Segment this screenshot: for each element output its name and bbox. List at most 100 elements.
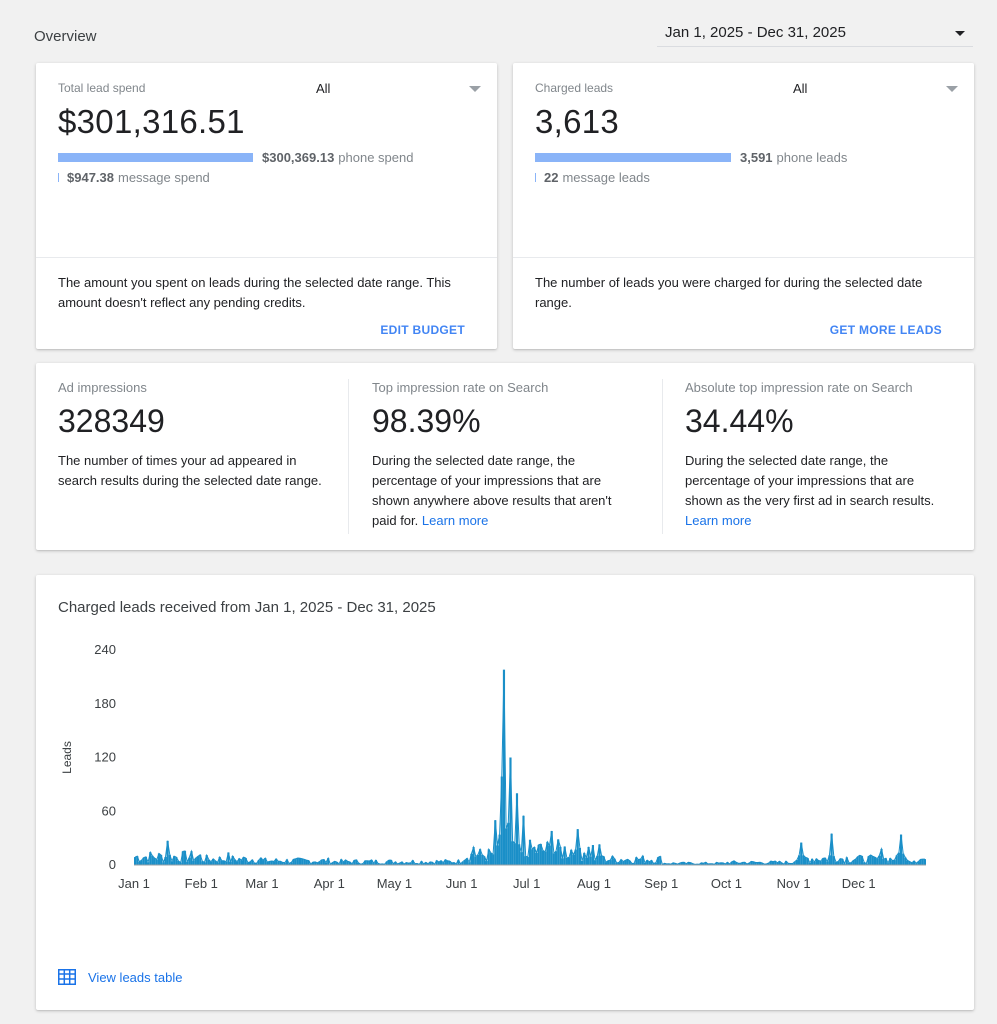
daily-lead-bar [910,862,913,865]
daily-lead-bar [704,862,707,865]
date-range-value: Jan 1, 2025 - Dec 31, 2025 [665,24,846,41]
daily-lead-bar [730,861,733,865]
daily-lead-bar [173,856,176,865]
daily-lead-bar [413,863,417,865]
daily-lead-bar [617,862,621,865]
daily-lead-bar [509,757,512,865]
daily-lead-bar [630,863,634,865]
daily-lead-bar [797,855,801,865]
daily-lead-bar [431,862,434,865]
daily-lead-bar [138,861,141,865]
edit-budget-button[interactable]: EDIT BUDGET [380,323,465,337]
daily-lead-bar [528,839,532,865]
daily-lead-bar [285,859,289,865]
daily-lead-bar [470,853,473,865]
daily-lead-bar [524,856,527,865]
get-more-leads-button[interactable]: GET MORE LEADS [829,323,942,337]
x-tick-label: May 1 [377,876,412,891]
x-tick-label: Jul 1 [513,876,540,891]
daily-lead-bar [246,862,249,865]
top-impression-label: Top impression rate on Search [372,380,549,395]
daily-lead-bar [398,862,401,865]
daily-lead-bar [531,849,534,865]
daily-lead-bar [511,841,514,865]
daily-lead-bar [370,859,373,865]
daily-lead-bar [472,847,475,865]
daily-lead-bar [294,858,297,865]
daily-lead-bar [301,858,304,865]
phone-spend-label: phone spend [338,149,414,165]
daily-lead-bar [429,861,432,865]
daily-lead-bar [743,862,746,865]
daily-lead-bar [722,862,725,865]
daily-lead-bar [876,858,879,865]
message-spend-bar [58,172,59,182]
daily-lead-bar [450,862,453,865]
daily-lead-bar [884,858,887,865]
daily-lead-bar [220,860,223,865]
daily-lead-bar [635,857,638,865]
daily-lead-bar [748,862,751,865]
daily-lead-bar [912,860,916,865]
daily-lead-bar [392,863,395,865]
daily-lead-bar [858,855,861,865]
daily-lead-bar [541,850,545,865]
y-tick-label: 240 [94,642,116,657]
daily-lead-bar [136,856,139,865]
metric-divider [662,379,663,534]
daily-lead-bar [390,860,393,865]
daily-lead-bar [194,857,197,865]
daily-lead-bar [769,860,772,865]
daily-lead-bar [476,854,480,865]
x-tick-label: Aug 1 [577,876,611,891]
daily-lead-bar [225,861,228,865]
daily-lead-bar [483,856,486,865]
lead-spend-filter[interactable]: All [276,79,481,99]
daily-lead-bar [598,844,601,865]
lead-spend-filter-value: All [316,81,331,96]
daily-lead-bar [765,863,768,865]
overview-header: Overview Jan 1, 2025 - Dec 31, 2025 [0,0,997,60]
learn-more-link[interactable]: Learn more [685,513,752,528]
y-axis-label: Leads [60,741,74,774]
daily-lead-bar [906,860,909,865]
daily-lead-bar [774,860,777,865]
learn-more-link[interactable]: Learn more [421,513,489,528]
daily-lead-bar [552,853,555,865]
daily-lead-bar [643,862,647,865]
message-spend-row: $947.38 message spend [58,169,210,185]
daily-lead-bar [596,855,599,865]
phone-spend-amount: $300,369.13 [262,149,335,165]
message-spend-amount: $947.38 [67,169,114,185]
daily-lead-bar [700,862,703,865]
daily-lead-bar [891,860,894,865]
phone-leads-label: phone leads [776,149,848,165]
daily-lead-bar [754,862,757,865]
daily-lead-bar [570,849,573,865]
daily-lead-bar [639,858,642,865]
daily-lead-bar [233,859,236,865]
daily-lead-bar [522,815,525,865]
daily-lead-bar [800,842,803,865]
daily-lead-bar [162,862,165,865]
daily-lead-bar [502,669,506,865]
daily-lead-bar [257,860,260,865]
caret-down-icon [946,86,958,92]
daily-lead-bar [724,863,727,865]
daily-lead-bar [331,862,334,865]
x-tick-label: Nov 1 [777,876,811,891]
daily-lead-bar [578,847,581,865]
daily-lead-bar [533,847,536,865]
daily-lead-bar [817,860,820,865]
daily-lead-bar [479,849,482,865]
view-leads-table-link[interactable]: View leads table [58,969,182,985]
daily-lead-bar [830,833,833,865]
daily-lead-bar [761,863,764,865]
daily-lead-bar [804,857,807,865]
daily-lead-bar [170,861,174,865]
date-range-select[interactable]: Jan 1, 2025 - Dec 31, 2025 [657,17,973,47]
daily-lead-bar [400,861,404,865]
charged-leads-filter[interactable]: All [753,79,958,99]
absolute-top-description: During the selected date range, the perc… [685,451,950,531]
daily-lead-bar [795,860,798,865]
